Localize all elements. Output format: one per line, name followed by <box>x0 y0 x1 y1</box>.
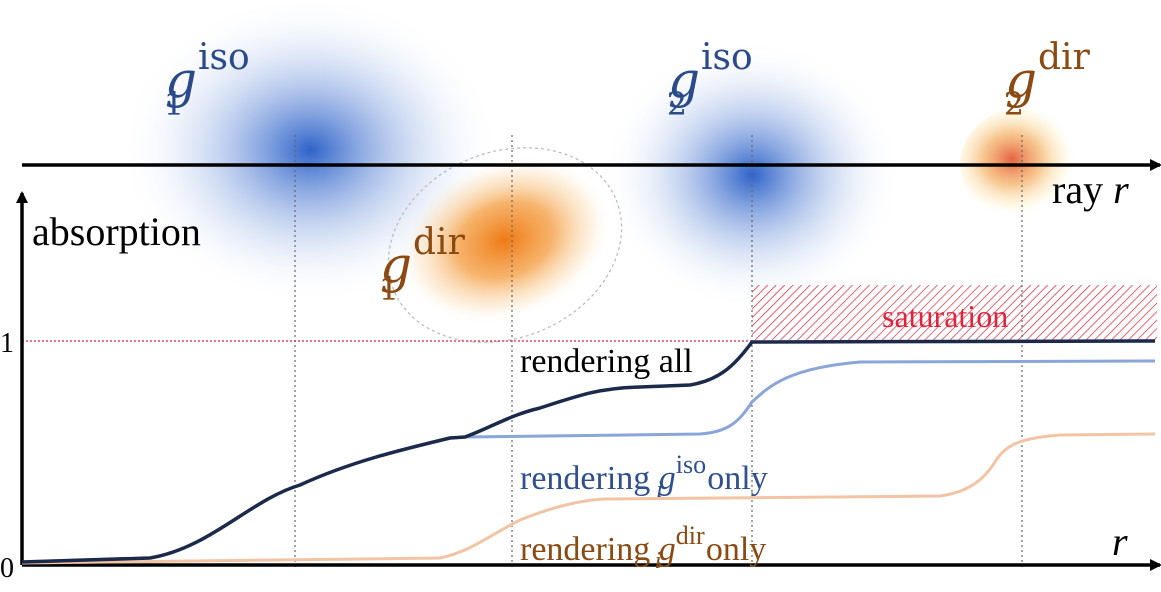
rendering-dir-symbol: g <box>658 531 676 568</box>
g1-iso-symbol: g <box>165 51 198 109</box>
g1-iso-index: 1 <box>163 85 185 123</box>
label-g1-iso: giso 1 <box>164 37 270 121</box>
g2-dir-index: 2 <box>1003 85 1025 123</box>
rendering-iso-subscript: i <box>656 477 663 503</box>
g1-dir-index: 1 <box>378 270 400 308</box>
g2-iso-symbol: g <box>668 51 701 109</box>
g1-dir-superscript: dir <box>413 222 465 263</box>
rendering-dir-subscript: i <box>654 548 662 574</box>
rendering-iso-prefix: rendering <box>520 460 651 497</box>
x-axis-symbol-text: r <box>1112 519 1128 564</box>
ray-label-text: ray <box>1052 167 1104 212</box>
rendering-dir-superscript: dir <box>675 521 705 550</box>
rendering-iso-symbol: g <box>658 460 676 497</box>
g2-dir-superscript: dir <box>1038 37 1090 78</box>
label-g2-iso: giso 2 <box>667 37 773 121</box>
g1-iso-superscript: iso <box>198 37 250 78</box>
rendering-iso-suffix: only <box>707 460 768 497</box>
ray-symbol: r <box>1113 167 1129 212</box>
g2-dir-symbol: g <box>1005 51 1038 109</box>
rendering-dir-label: rendering gdiri only <box>520 521 767 574</box>
saturation-region <box>752 285 1157 340</box>
y-tick-1: 1 <box>0 328 14 359</box>
g2-iso-superscript: iso <box>701 37 753 78</box>
saturation-label: saturation <box>882 298 1009 334</box>
gaussian-g1-dir-outline <box>387 147 623 343</box>
y-axis-label: absorption <box>32 209 201 254</box>
g2-iso-index: 2 <box>666 85 688 123</box>
g1-dir-symbol: g <box>380 236 413 294</box>
rendering-iso-label: rendering gisoi only <box>520 450 768 503</box>
x-axis-symbol: r <box>1112 522 1128 562</box>
gaussian-g1-dir-blob <box>398 155 612 325</box>
y-tick-0: 0 <box>0 553 14 584</box>
rendering-dir-suffix: only <box>705 531 767 568</box>
label-g1-dir: gdir 1 <box>379 222 485 306</box>
ray-label: ray r <box>1052 170 1129 210</box>
curve-rendering-all <box>21 339 1156 564</box>
rendering-all-label: rendering all <box>520 343 693 380</box>
curve-rendering-dir <box>21 432 1156 565</box>
rendering-dir-prefix: rendering <box>520 531 651 568</box>
label-g2-dir: gdir 2 <box>1004 37 1110 121</box>
rendering-iso-superscript: iso <box>675 450 707 479</box>
